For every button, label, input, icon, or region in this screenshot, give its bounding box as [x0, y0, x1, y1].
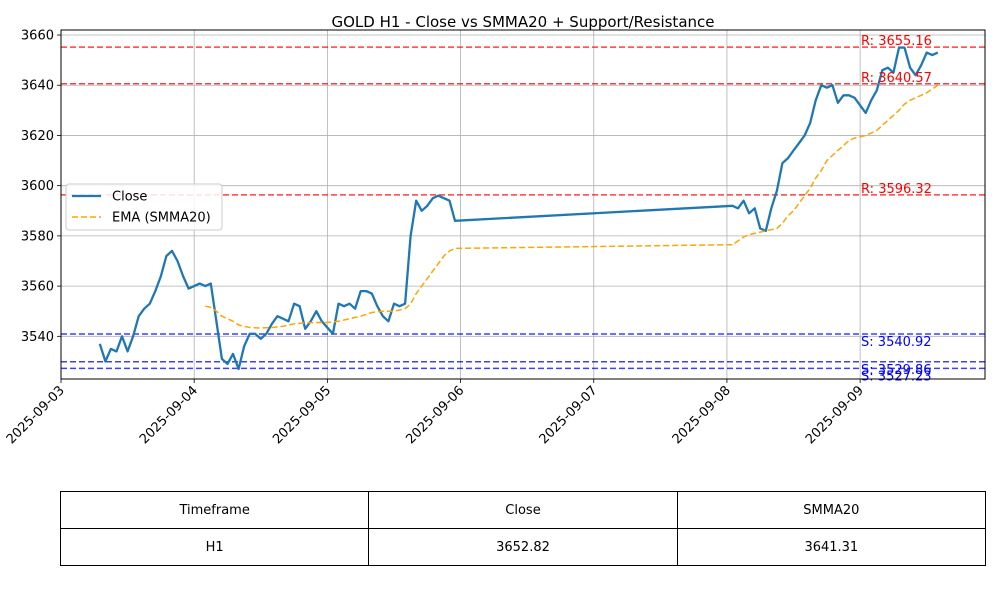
table-header-cell: Close — [368, 491, 678, 529]
legend-label: EMA (SMMA20) — [112, 211, 211, 226]
resistance-level-label: R: 3596.32 — [861, 182, 932, 197]
chart: GOLD H1 - Close vs SMMA20 + Support/Resi… — [4, 13, 986, 448]
smma-series-line — [205, 84, 939, 329]
x-tick-label: 2025-09-06 — [403, 383, 467, 447]
table-header-cell: Timeframe — [59, 491, 370, 529]
support-level-label: S: 3540.92 — [861, 335, 932, 350]
legend-box — [65, 183, 223, 231]
support-level-label: S: 3527.23 — [861, 369, 932, 384]
y-tick-label: 3640 — [21, 79, 54, 94]
x-tick-label: 2025-09-03 — [4, 383, 68, 447]
chart-title: GOLD H1 - Close vs SMMA20 + Support/Resi… — [331, 13, 714, 31]
level-labels: R: 3655.16 R: 3640.57 R: 3596.32 S: 3540.92… — [861, 34, 932, 384]
y-tick-label: 3540 — [21, 330, 54, 345]
table-row: H1 3652.82 3641.31 — [59, 528, 987, 566]
axes: 3540 3560 3580 3600 3620 3640 3660 2025-09-03 20… — [4, 29, 867, 448]
y-tick-label: 3620 — [21, 129, 54, 144]
x-tick-label: 2025-09-07 — [537, 383, 601, 447]
x-tick-label: 2025-09-04 — [137, 383, 201, 447]
table-cell: H1 — [59, 528, 370, 566]
resistance-level-label: R: 3640.57 — [861, 71, 932, 86]
x-tick-label: 2025-09-08 — [670, 383, 734, 447]
close-series-line — [98, 46, 939, 371]
y-tick-label: 3660 — [21, 29, 54, 44]
summary-table: Timeframe Close SMMA20 H1 3652.82 3641.3… — [59, 491, 987, 566]
plot-frame — [60, 29, 986, 380]
y-tick-label: 3560 — [21, 280, 54, 295]
x-tick-label: 2025-09-09 — [803, 383, 867, 447]
y-tick-label: 3580 — [21, 229, 54, 244]
grid — [60, 30, 985, 379]
table-header-cell: SMMA20 — [676, 491, 987, 529]
resistance-level-label: R: 3655.16 — [861, 34, 932, 49]
x-tick-label: 2025-09-05 — [270, 383, 334, 447]
legend: Close EMA (SMMA20) — [65, 183, 223, 231]
table-cell: 3641.31 — [676, 528, 987, 566]
y-tick-label: 3600 — [21, 179, 54, 194]
series-lines — [98, 46, 939, 371]
table-header-row: Timeframe Close SMMA20 — [59, 491, 987, 529]
legend-label: Close — [112, 190, 147, 205]
table-cell: 3652.82 — [368, 528, 678, 566]
support-level-label: S: 3529.86 — [861, 363, 932, 378]
